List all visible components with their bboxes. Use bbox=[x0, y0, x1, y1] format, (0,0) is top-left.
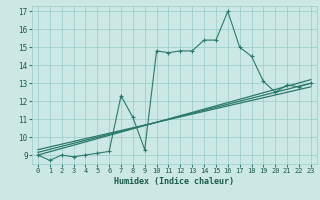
X-axis label: Humidex (Indice chaleur): Humidex (Indice chaleur) bbox=[115, 177, 234, 186]
